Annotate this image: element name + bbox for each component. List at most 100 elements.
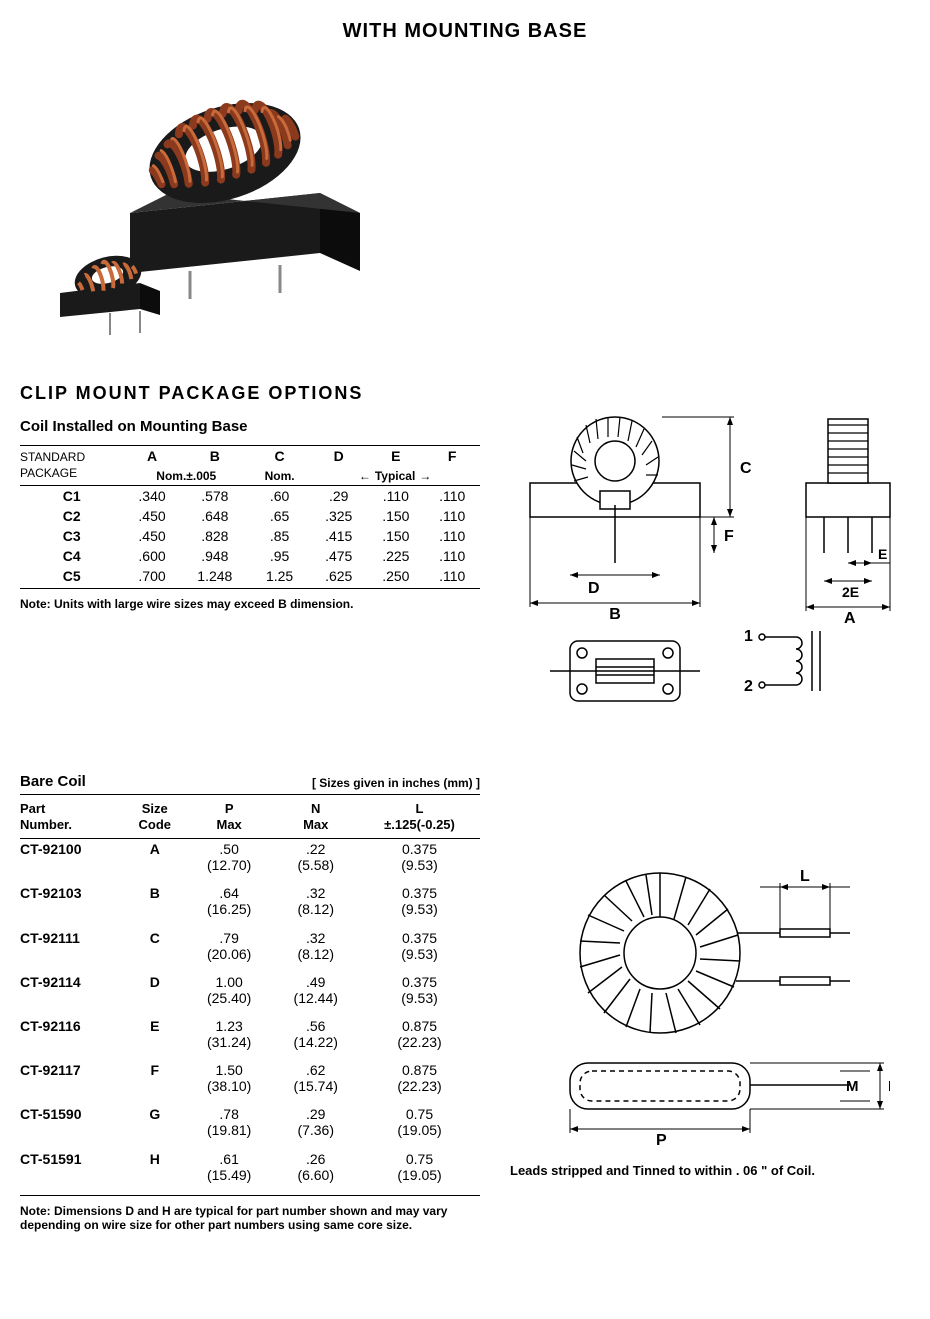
cell: .60 — [249, 486, 310, 507]
col-c: C — [249, 446, 310, 467]
svg-text:L: L — [800, 868, 810, 885]
section1-subheading: Coil Installed on Mounting Base — [20, 418, 480, 435]
table-row-pkg: C2 — [20, 506, 123, 526]
l-val: 0.875(22.23) — [359, 1016, 480, 1060]
l-val: 0.375(9.53) — [359, 839, 480, 884]
head-n: N Max — [272, 795, 359, 839]
head-size: Size Code — [124, 795, 186, 839]
part-number: CT-92116 — [20, 1016, 124, 1060]
col-f: F — [424, 446, 480, 467]
head-part: Part Number. — [20, 795, 124, 839]
cell: .828 — [181, 526, 249, 546]
size-code: A — [124, 839, 186, 884]
head-p: P Max — [186, 795, 273, 839]
n-val: .22(5.58) — [272, 839, 359, 884]
size-code: C — [124, 928, 186, 972]
svg-text:E: E — [878, 546, 887, 562]
table-row-pkg: C4 — [20, 546, 123, 566]
sizes-note: [ Sizes given in inches (mm) ] — [312, 776, 480, 790]
section1-note: Note: Units with large wire sizes may ex… — [20, 597, 480, 611]
p-val: .64(16.25) — [186, 883, 273, 927]
l-val: 0.75(19.05) — [359, 1149, 480, 1193]
l-val: 0.375(9.53) — [359, 883, 480, 927]
sub-ab: Nom.±.005 — [123, 467, 249, 486]
svg-text:B: B — [609, 606, 621, 623]
page-title: WITH MOUNTING BASE — [20, 20, 910, 43]
cell: .225 — [367, 546, 424, 566]
col-d: D — [310, 446, 367, 467]
col-e: E — [367, 446, 424, 467]
part-number: CT-92111 — [20, 928, 124, 972]
cell: .85 — [249, 526, 310, 546]
cell: .150 — [367, 506, 424, 526]
size-code: G — [124, 1104, 186, 1148]
cell: .325 — [310, 506, 367, 526]
hero-illustration — [20, 53, 910, 353]
std-pkg-l2: PACKAGE — [20, 466, 77, 480]
p-val: 1.00(25.40) — [186, 972, 273, 1016]
svg-text:M: M — [846, 1078, 859, 1095]
cell: .475 — [310, 546, 367, 566]
part-number: CT-51590 — [20, 1104, 124, 1148]
cell: .110 — [424, 546, 480, 566]
cell: .150 — [367, 526, 424, 546]
p-val: .78(19.81) — [186, 1104, 273, 1148]
col-b: B — [181, 446, 249, 467]
cell: .948 — [181, 546, 249, 566]
bare-coil-table: Part Number. Size Code P Max N Max L ±.1… — [20, 794, 480, 1196]
n-val: .32(8.12) — [272, 928, 359, 972]
sub-c: Nom. — [249, 467, 310, 486]
cell: 1.25 — [249, 566, 310, 586]
p-val: 1.23(31.24) — [186, 1016, 273, 1060]
cell: .110 — [367, 486, 424, 507]
size-code: E — [124, 1016, 186, 1060]
cell: .415 — [310, 526, 367, 546]
cell: .578 — [181, 486, 249, 507]
p-val: 1.50(38.10) — [186, 1060, 273, 1104]
bare-coil-diagram: L — [510, 713, 910, 1178]
cell: .95 — [249, 546, 310, 566]
svg-text:1: 1 — [744, 628, 753, 645]
cell: 1.248 — [181, 566, 249, 586]
n-val: .26(6.60) — [272, 1149, 359, 1193]
cell: .250 — [367, 566, 424, 586]
cell: .110 — [424, 506, 480, 526]
head-l: L ±.125(-0.25) — [359, 795, 480, 839]
n-val: .56(14.22) — [272, 1016, 359, 1060]
cell: .600 — [123, 546, 180, 566]
cell: .65 — [249, 506, 310, 526]
mounting-diagram: B D C — [510, 383, 910, 713]
cell: .700 — [123, 566, 180, 586]
svg-text:P: P — [656, 1132, 667, 1149]
cell: .450 — [123, 526, 180, 546]
table-row-pkg: C1 — [20, 486, 123, 507]
p-val: .79(20.06) — [186, 928, 273, 972]
size-code: H — [124, 1149, 186, 1193]
n-val: .29(7.36) — [272, 1104, 359, 1148]
section1-heading: CLIP MOUNT PACKAGE OPTIONS — [20, 383, 480, 404]
sub-def: Typical — [375, 469, 415, 483]
part-number: CT-92114 — [20, 972, 124, 1016]
section2-note: Note: Dimensions D and H are typical for… — [20, 1204, 480, 1232]
cell: .29 — [310, 486, 367, 507]
p-val: .50(12.70) — [186, 839, 273, 884]
cell: .450 — [123, 506, 180, 526]
n-val: .49(12.44) — [272, 972, 359, 1016]
l-val: 0.75(19.05) — [359, 1104, 480, 1148]
svg-text:A: A — [844, 610, 856, 627]
part-number: CT-51591 — [20, 1149, 124, 1193]
svg-text:2: 2 — [744, 678, 753, 695]
cell: .110 — [424, 526, 480, 546]
part-number: CT-92100 — [20, 839, 124, 884]
clip-mount-table: STANDARD PACKAGE A B C D E F Nom.±.005 N… — [20, 445, 480, 589]
cell: .340 — [123, 486, 180, 507]
size-code: B — [124, 883, 186, 927]
l-val: 0.375(9.53) — [359, 928, 480, 972]
l-val: 0.375(9.53) — [359, 972, 480, 1016]
cell: .625 — [310, 566, 367, 586]
std-pkg-l1: STANDARD — [20, 450, 85, 464]
svg-text:D: D — [588, 580, 600, 597]
svg-text:N: N — [888, 1078, 890, 1095]
n-val: .32(8.12) — [272, 883, 359, 927]
table-row-pkg: C3 — [20, 526, 123, 546]
